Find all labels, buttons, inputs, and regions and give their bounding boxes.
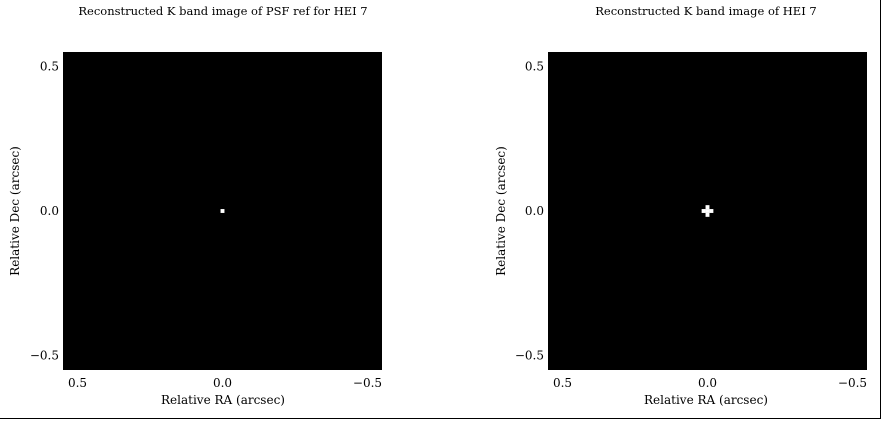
image-pixel-1 xyxy=(701,209,706,213)
x-axis-label: Relative RA (arcsec) xyxy=(161,393,285,407)
panel-hei7: Reconstructed K band image of HEI 7 0.5 0… xyxy=(494,4,867,407)
x-tick-label-2: −0.5 xyxy=(838,376,867,390)
y-tick-label-1: 0.0 xyxy=(40,204,59,218)
y-tick-label-1: 0.0 xyxy=(525,204,544,218)
panel-title: Reconstructed K band image of PSF ref fo… xyxy=(78,4,367,18)
panel-title: Reconstructed K band image of HEI 7 xyxy=(595,4,816,18)
y-tick-label-2: −0.5 xyxy=(30,349,59,363)
y-tick-label-0: 0.5 xyxy=(525,60,544,74)
image-pixels xyxy=(220,209,225,213)
y-tick-label-0: 0.5 xyxy=(40,60,59,74)
x-axis-label: Relative RA (arcsec) xyxy=(644,393,768,407)
image-pixel-3 xyxy=(705,205,710,210)
y-axis-label: Relative Dec (arcsec) xyxy=(8,146,22,276)
x-tick-label-1: 0.0 xyxy=(213,376,232,390)
image-pixel-2 xyxy=(709,209,714,213)
image-pixel-0 xyxy=(705,209,710,213)
y-tick-label-2: −0.5 xyxy=(515,349,544,363)
panel-psf-ref: Reconstructed K band image of PSF ref fo… xyxy=(8,4,382,407)
image-pixels xyxy=(701,205,714,217)
y-axis-label: Relative Dec (arcsec) xyxy=(494,146,508,276)
x-tick-label-2: −0.5 xyxy=(353,376,382,390)
image-pixel-0 xyxy=(220,209,225,213)
x-tick-label-0: 0.5 xyxy=(553,376,572,390)
image-pixel-4 xyxy=(705,212,710,217)
tick-marks: 0.5 0.0 −0.5 0.5 0.0 −0.5 xyxy=(30,60,382,391)
x-tick-label-1: 0.0 xyxy=(698,376,717,390)
x-tick-label-0: 0.5 xyxy=(68,376,87,390)
tick-marks: 0.5 0.0 −0.5 0.5 0.0 −0.5 xyxy=(515,60,867,391)
